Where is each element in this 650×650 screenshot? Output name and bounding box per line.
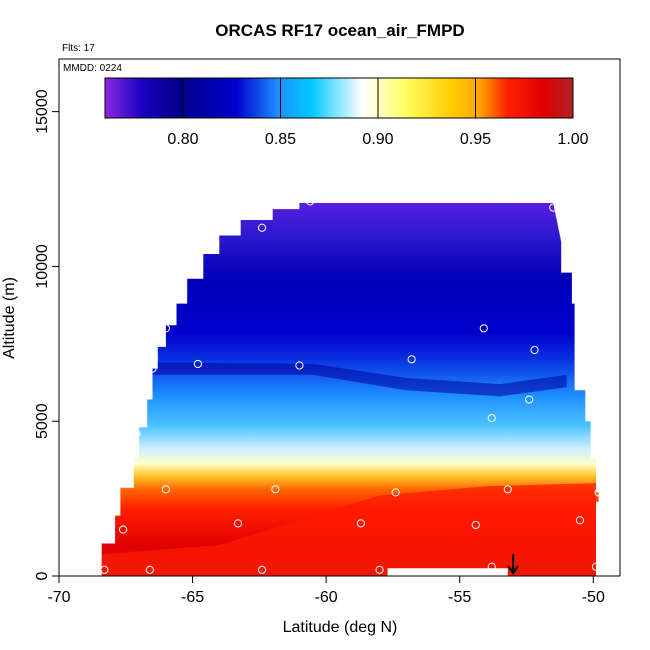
x-axis: -70 -65 -60 -55 -50: [47, 576, 605, 606]
y-tick-label: 10000: [34, 244, 51, 289]
data-gap: [387, 568, 508, 576]
sample-point: [148, 364, 157, 373]
sample-point: [145, 565, 154, 574]
sample-point: [503, 485, 512, 494]
y-axis-label: Altitude (m): [1, 277, 18, 359]
colorbar-tick-label: 0.95: [460, 131, 491, 148]
y-tick-label: 5000: [34, 403, 51, 439]
colorbar-tick-label: 0.90: [362, 131, 393, 148]
sample-point: [161, 485, 170, 494]
sample-point: [306, 197, 315, 206]
sample-point: [487, 562, 496, 571]
x-tick-label: -65: [181, 589, 204, 606]
plot-frame: [58, 58, 621, 577]
y-tick-label: 15000: [34, 89, 51, 134]
y-tick-label: 0: [34, 571, 51, 580]
flights-annotation: Flts: 17: [62, 43, 95, 54]
arrow-marker: [507, 554, 519, 575]
sample-points: [100, 197, 603, 574]
sample-point: [132, 429, 141, 438]
sample-point: [530, 345, 539, 355]
sample-point: [575, 516, 585, 525]
sample-point: [591, 562, 601, 571]
sample-point: [271, 485, 280, 494]
field-band-red: [101, 483, 596, 576]
colorbar-tick-label: 0.80: [167, 131, 198, 148]
colorbar-tick-label: 1.00: [557, 131, 588, 148]
sample-point: [356, 519, 365, 528]
x-axis-label: Latitude (deg N): [283, 619, 398, 636]
sample-point: [479, 324, 488, 333]
x-tick-label: -70: [47, 589, 70, 606]
colorbar: [104, 77, 574, 119]
colorbar-tick-label: 0.85: [265, 131, 296, 148]
sample-point: [161, 324, 170, 333]
sample-point: [375, 565, 384, 574]
sample-point: [549, 203, 558, 212]
sample-point: [119, 525, 128, 534]
sample-point: [525, 395, 534, 404]
colorbar-ticks: 0.80 0.85 0.90 0.95 1.00: [167, 78, 589, 148]
x-tick-label: -55: [448, 589, 471, 606]
arrow-head: [507, 565, 519, 575]
sample-point: [100, 565, 109, 574]
chart-title: ORCAS RF17 ocean_air_FMPD: [215, 21, 464, 40]
y-axis: 0 5000 10000 15000: [34, 89, 59, 580]
sample-point: [257, 223, 267, 232]
date-annotation: MMDD: 0224: [63, 63, 122, 74]
data-field: [101, 203, 599, 576]
sample-point: [471, 520, 480, 530]
sample-point: [594, 488, 603, 497]
sample-point: [193, 359, 203, 369]
sample-point: [257, 565, 267, 574]
sample-point: [295, 361, 304, 370]
field-band-dark: [152, 362, 567, 397]
sample-point: [233, 519, 243, 528]
sample-point: [407, 355, 416, 364]
sample-point: [391, 488, 400, 497]
x-tick-label: -60: [315, 589, 338, 606]
x-tick-label: -50: [582, 589, 605, 606]
sample-point: [487, 414, 496, 423]
